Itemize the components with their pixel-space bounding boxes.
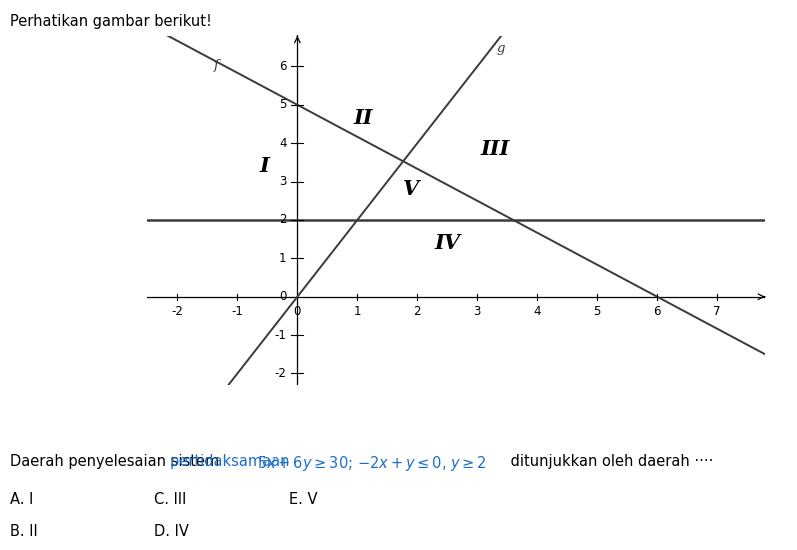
Text: E. V: E. V [289,492,318,507]
Text: pertidaksamaan: pertidaksamaan [170,454,294,469]
Text: 0: 0 [279,290,287,303]
Text: 1: 1 [354,305,361,318]
Text: 7: 7 [713,305,721,318]
Text: V: V [403,179,419,199]
Text: 4: 4 [533,305,541,318]
Text: 4: 4 [279,137,287,150]
Text: 5: 5 [594,305,601,318]
Text: $5x+6y\geq30$; $-2x+y\leq0$, $y\geq2$: $5x+6y\geq30$; $-2x+y\leq0$, $y\geq2$ [257,454,487,473]
Text: 2: 2 [279,213,287,227]
Text: A. I: A. I [10,492,33,507]
Text: -2: -2 [275,367,287,380]
Text: Perhatikan gambar berikut!: Perhatikan gambar berikut! [10,14,212,29]
Text: f: f [214,59,219,72]
Text: 3: 3 [279,175,287,188]
Text: -2: -2 [171,305,183,318]
Text: III: III [481,139,510,159]
Text: D. IV: D. IV [154,524,189,538]
Text: -1: -1 [231,305,243,318]
Text: 6: 6 [654,305,661,318]
Text: 5: 5 [279,98,287,111]
Text: C. III: C. III [154,492,186,507]
Text: 6: 6 [279,60,287,73]
Text: B. II: B. II [10,524,38,538]
Text: I: I [260,156,269,176]
Text: ditunjukkan oleh daerah ····: ditunjukkan oleh daerah ···· [506,454,713,469]
Text: 1: 1 [279,252,287,265]
Text: -1: -1 [275,328,287,342]
Text: 2: 2 [414,305,421,318]
Text: Daerah penyelesaian sistem: Daerah penyelesaian sistem [10,454,224,469]
Text: 3: 3 [473,305,481,318]
Text: II: II [354,108,373,128]
Text: IV: IV [434,233,461,253]
Text: 0: 0 [293,305,301,318]
Text: g: g [497,42,505,55]
